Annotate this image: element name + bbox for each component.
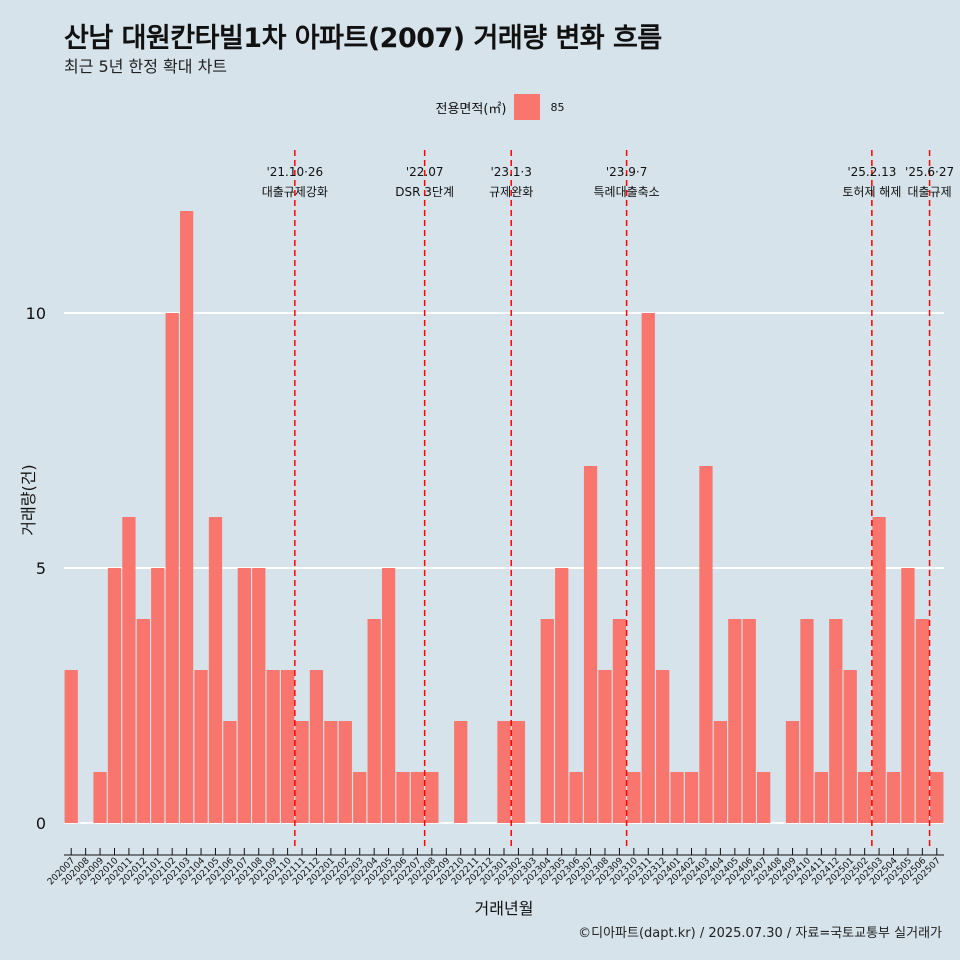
bar bbox=[656, 670, 670, 823]
bar bbox=[915, 619, 929, 823]
bar bbox=[425, 772, 439, 823]
bar bbox=[555, 568, 569, 823]
bar bbox=[252, 568, 266, 823]
bar bbox=[699, 466, 713, 823]
bar bbox=[324, 721, 338, 823]
bar bbox=[829, 619, 843, 823]
bar bbox=[800, 619, 814, 823]
bar bbox=[194, 670, 208, 823]
bar bbox=[728, 619, 742, 823]
x-axis-title: 거래년월 bbox=[475, 899, 534, 918]
event-label: 대출규제 bbox=[907, 185, 951, 199]
bar bbox=[930, 772, 944, 823]
chart-title: 산남 대원칸타빌1차 아파트(2007) 거래량 변화 흐름 bbox=[64, 23, 662, 54]
bar bbox=[367, 619, 381, 823]
bar bbox=[670, 772, 684, 823]
bar bbox=[353, 772, 367, 823]
bar bbox=[136, 619, 150, 823]
chart-subtitle: 최근 5년 한정 확대 차트 bbox=[64, 57, 228, 76]
bar bbox=[713, 721, 728, 823]
bar bbox=[684, 772, 699, 823]
event-date: '22.07 bbox=[406, 165, 444, 179]
event-label: 토허제 해제 bbox=[842, 185, 901, 199]
bar bbox=[122, 517, 136, 823]
bar bbox=[843, 670, 857, 823]
event-date: '23.1·3 bbox=[490, 165, 531, 179]
bar bbox=[569, 772, 583, 823]
legend-title: 전용면적(㎡) bbox=[435, 101, 507, 117]
bar bbox=[165, 313, 179, 823]
bar bbox=[598, 670, 612, 823]
bar bbox=[814, 772, 829, 823]
event-date: '25.2.13 bbox=[847, 165, 896, 179]
legend-swatch bbox=[514, 94, 541, 120]
event-label: 규제완화 bbox=[489, 185, 533, 199]
event-date: '25.6·27 bbox=[905, 165, 954, 179]
event-label: DSR 3단계 bbox=[395, 185, 454, 199]
y-tick-label: 0 bbox=[36, 814, 46, 833]
y-tick-label: 10 bbox=[26, 304, 46, 323]
bar bbox=[901, 568, 915, 823]
event-date: '23.9·7 bbox=[606, 165, 647, 179]
bar bbox=[886, 772, 901, 823]
bar bbox=[93, 772, 107, 823]
y-axis-title: 거래량(건) bbox=[19, 464, 38, 535]
bar bbox=[64, 670, 78, 823]
y-tick-label: 5 bbox=[36, 559, 46, 578]
bar bbox=[237, 568, 251, 823]
legend: 전용면적(㎡) 85 bbox=[0, 94, 960, 120]
bar bbox=[627, 772, 641, 823]
bar bbox=[757, 772, 771, 823]
bar bbox=[266, 670, 280, 823]
bar bbox=[381, 568, 396, 823]
bar bbox=[179, 211, 194, 823]
bar bbox=[208, 517, 223, 823]
bar bbox=[410, 772, 425, 823]
event-date: '21.10·26 bbox=[266, 165, 323, 179]
bar bbox=[309, 670, 324, 823]
bar bbox=[223, 721, 237, 823]
bar bbox=[612, 619, 627, 823]
bar bbox=[641, 313, 655, 823]
bar bbox=[872, 517, 886, 823]
bar bbox=[858, 772, 872, 823]
bar bbox=[511, 721, 526, 823]
bar bbox=[107, 568, 122, 823]
event-label: 대출규제강화 bbox=[262, 185, 328, 199]
legend-series-name: 85 bbox=[550, 100, 565, 114]
bar bbox=[280, 670, 295, 823]
event-label: 특례대출축소 bbox=[593, 185, 659, 199]
bar bbox=[742, 619, 756, 823]
bar bbox=[540, 619, 554, 823]
bar bbox=[454, 721, 468, 823]
bar bbox=[338, 721, 352, 823]
bar bbox=[785, 721, 800, 823]
chart-caption: ©디아파트(dapt.kr) / 2025.07.30 / 자료=국토교통부 실… bbox=[578, 926, 942, 941]
bar bbox=[497, 721, 511, 823]
bar bbox=[583, 466, 598, 823]
bar bbox=[151, 568, 165, 823]
bar bbox=[396, 772, 410, 823]
bar bbox=[295, 721, 309, 823]
